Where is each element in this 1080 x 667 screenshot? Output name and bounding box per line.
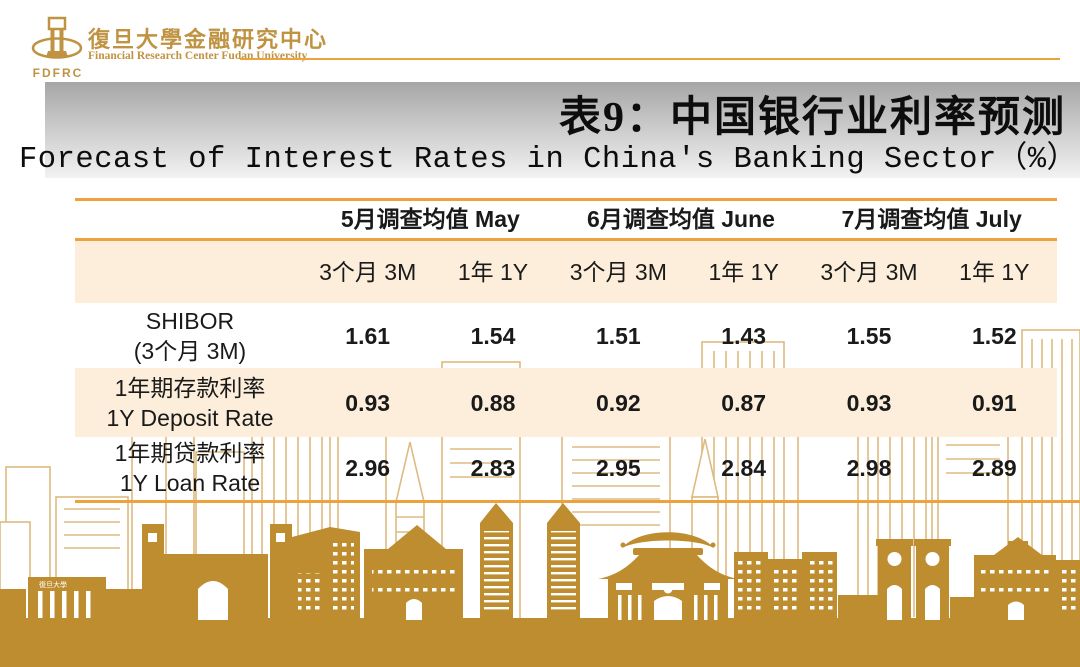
label-col-spacer: [75, 241, 305, 304]
cell-value: 1.54: [470, 322, 516, 349]
table-row-loan-rate: 1年期贷款利率 1Y Loan Rate 2.96 2.83 2.95 2.84…: [75, 437, 1057, 498]
cell-value: 0.93: [345, 389, 391, 416]
table-row-shibor: SHIBOR (3个月 3M) 1.61 1.54 1.51 1.43 1.55…: [75, 303, 1057, 368]
brand-name-cn: 復旦大學金融研究中心: [88, 27, 329, 52]
group-header-june: 6月调查均值 June: [587, 206, 775, 233]
row-label: 1年期贷款利率 1Y Loan Rate: [75, 437, 305, 498]
row-label-line1: 1年期贷款利率: [114, 439, 266, 466]
table-row-deposit-rate: 1年期存款利率 1Y Deposit Rate 0.93 0.88 0.92 0…: [75, 368, 1057, 437]
cell-value: 2.95: [595, 454, 641, 481]
slide-title-en: Forecast of Interest Rates in China's Ba…: [19, 143, 1078, 177]
office-block: [292, 527, 360, 620]
window-blocks: [734, 552, 837, 620]
brand-name-en: Financial Research Center Fudan Universi…: [88, 50, 308, 62]
sub-header-june-3m: 3个月 3M: [569, 258, 667, 285]
cell-value: 1.52: [971, 322, 1017, 349]
cell-value: 2.98: [846, 454, 892, 481]
twin-arch-towers: [876, 539, 951, 620]
cell-value: 0.93: [846, 389, 892, 416]
cell-value: 2.96: [345, 454, 391, 481]
cell-value: 1.55: [846, 322, 892, 349]
solid-buildings: 復旦大學: [0, 503, 1080, 667]
table-bottom-rule: [75, 500, 1080, 503]
city-skyline-illustration: 復旦大學: [0, 329, 1080, 667]
label-col-spacer: [75, 201, 305, 239]
schoolhouse-right: [974, 537, 1056, 620]
row-label: 1年期存款利率 1Y Deposit Rate: [75, 368, 305, 437]
cell-value: 2.89: [971, 454, 1017, 481]
striped-tower-left: [480, 503, 513, 620]
ground-band: [0, 618, 1080, 667]
cell-value: 1.61: [345, 322, 391, 349]
pagoda-gate: [598, 532, 738, 620]
cell-value: 1.51: [595, 322, 641, 349]
row-label-line2: (3个月 3M): [133, 337, 247, 364]
row-label: SHIBOR (3个月 3M): [75, 303, 305, 368]
group-header-row: 5月调查均值 May 6月调查均值 June 7月调查均值 July: [75, 201, 1057, 239]
cell-value: 0.91: [971, 389, 1017, 416]
brand-acronym: FDFRC: [32, 66, 84, 80]
title-banner: 表9：中国银行业利率预测 Forecast of Interest Rates …: [19, 82, 1080, 178]
cell-value: 1.43: [721, 322, 767, 349]
cell-value: 0.92: [595, 389, 641, 416]
sub-header-may-1y: 1年 1Y: [457, 258, 529, 285]
row-label-line1: 1年期存款利率: [114, 374, 266, 401]
slide-title-cn: 表9：中国银行业利率预测: [558, 95, 1066, 141]
cell-value: 0.88: [470, 389, 516, 416]
sub-header-row: 3个月 3M 1年 1Y 3个月 3M 1年 1Y 3个月 3M 1年 1Y: [75, 240, 1057, 304]
cell-value: 2.84: [721, 454, 767, 481]
table-top-rule: [75, 198, 1057, 201]
table-mid-rule: [75, 238, 1057, 241]
fdfrc-logo-icon: [31, 16, 83, 59]
gate-plaque-text: 復旦大學: [39, 580, 67, 589]
cell-value: 0.87: [721, 389, 767, 416]
striped-tower-right: [547, 503, 580, 620]
header-gold-rule: [240, 58, 1060, 60]
sub-header-june-1y: 1年 1Y: [708, 258, 779, 285]
row-label-line1: SHIBOR: [145, 307, 235, 334]
sub-header-july-3m: 3个月 3M: [820, 258, 918, 285]
schoolhouse-left: [364, 525, 463, 620]
row-label-line2: 1Y Deposit Rate: [106, 404, 274, 431]
cell-value: 2.83: [470, 454, 516, 481]
row-label-line2: 1Y Loan Rate: [119, 469, 261, 496]
forecast-table: 5月调查均值 May 6月调查均值 June 7月调查均值 July 3个月 3…: [75, 198, 1057, 498]
group-header-may: 5月调查均值 May: [340, 206, 520, 233]
sub-header-july-1y: 1年 1Y: [959, 258, 1030, 285]
sub-header-may-3m: 3个月 3M: [319, 258, 417, 285]
group-header-july: 7月调查均值 July: [841, 206, 1022, 233]
campus-gate: 復旦大學: [28, 577, 106, 620]
